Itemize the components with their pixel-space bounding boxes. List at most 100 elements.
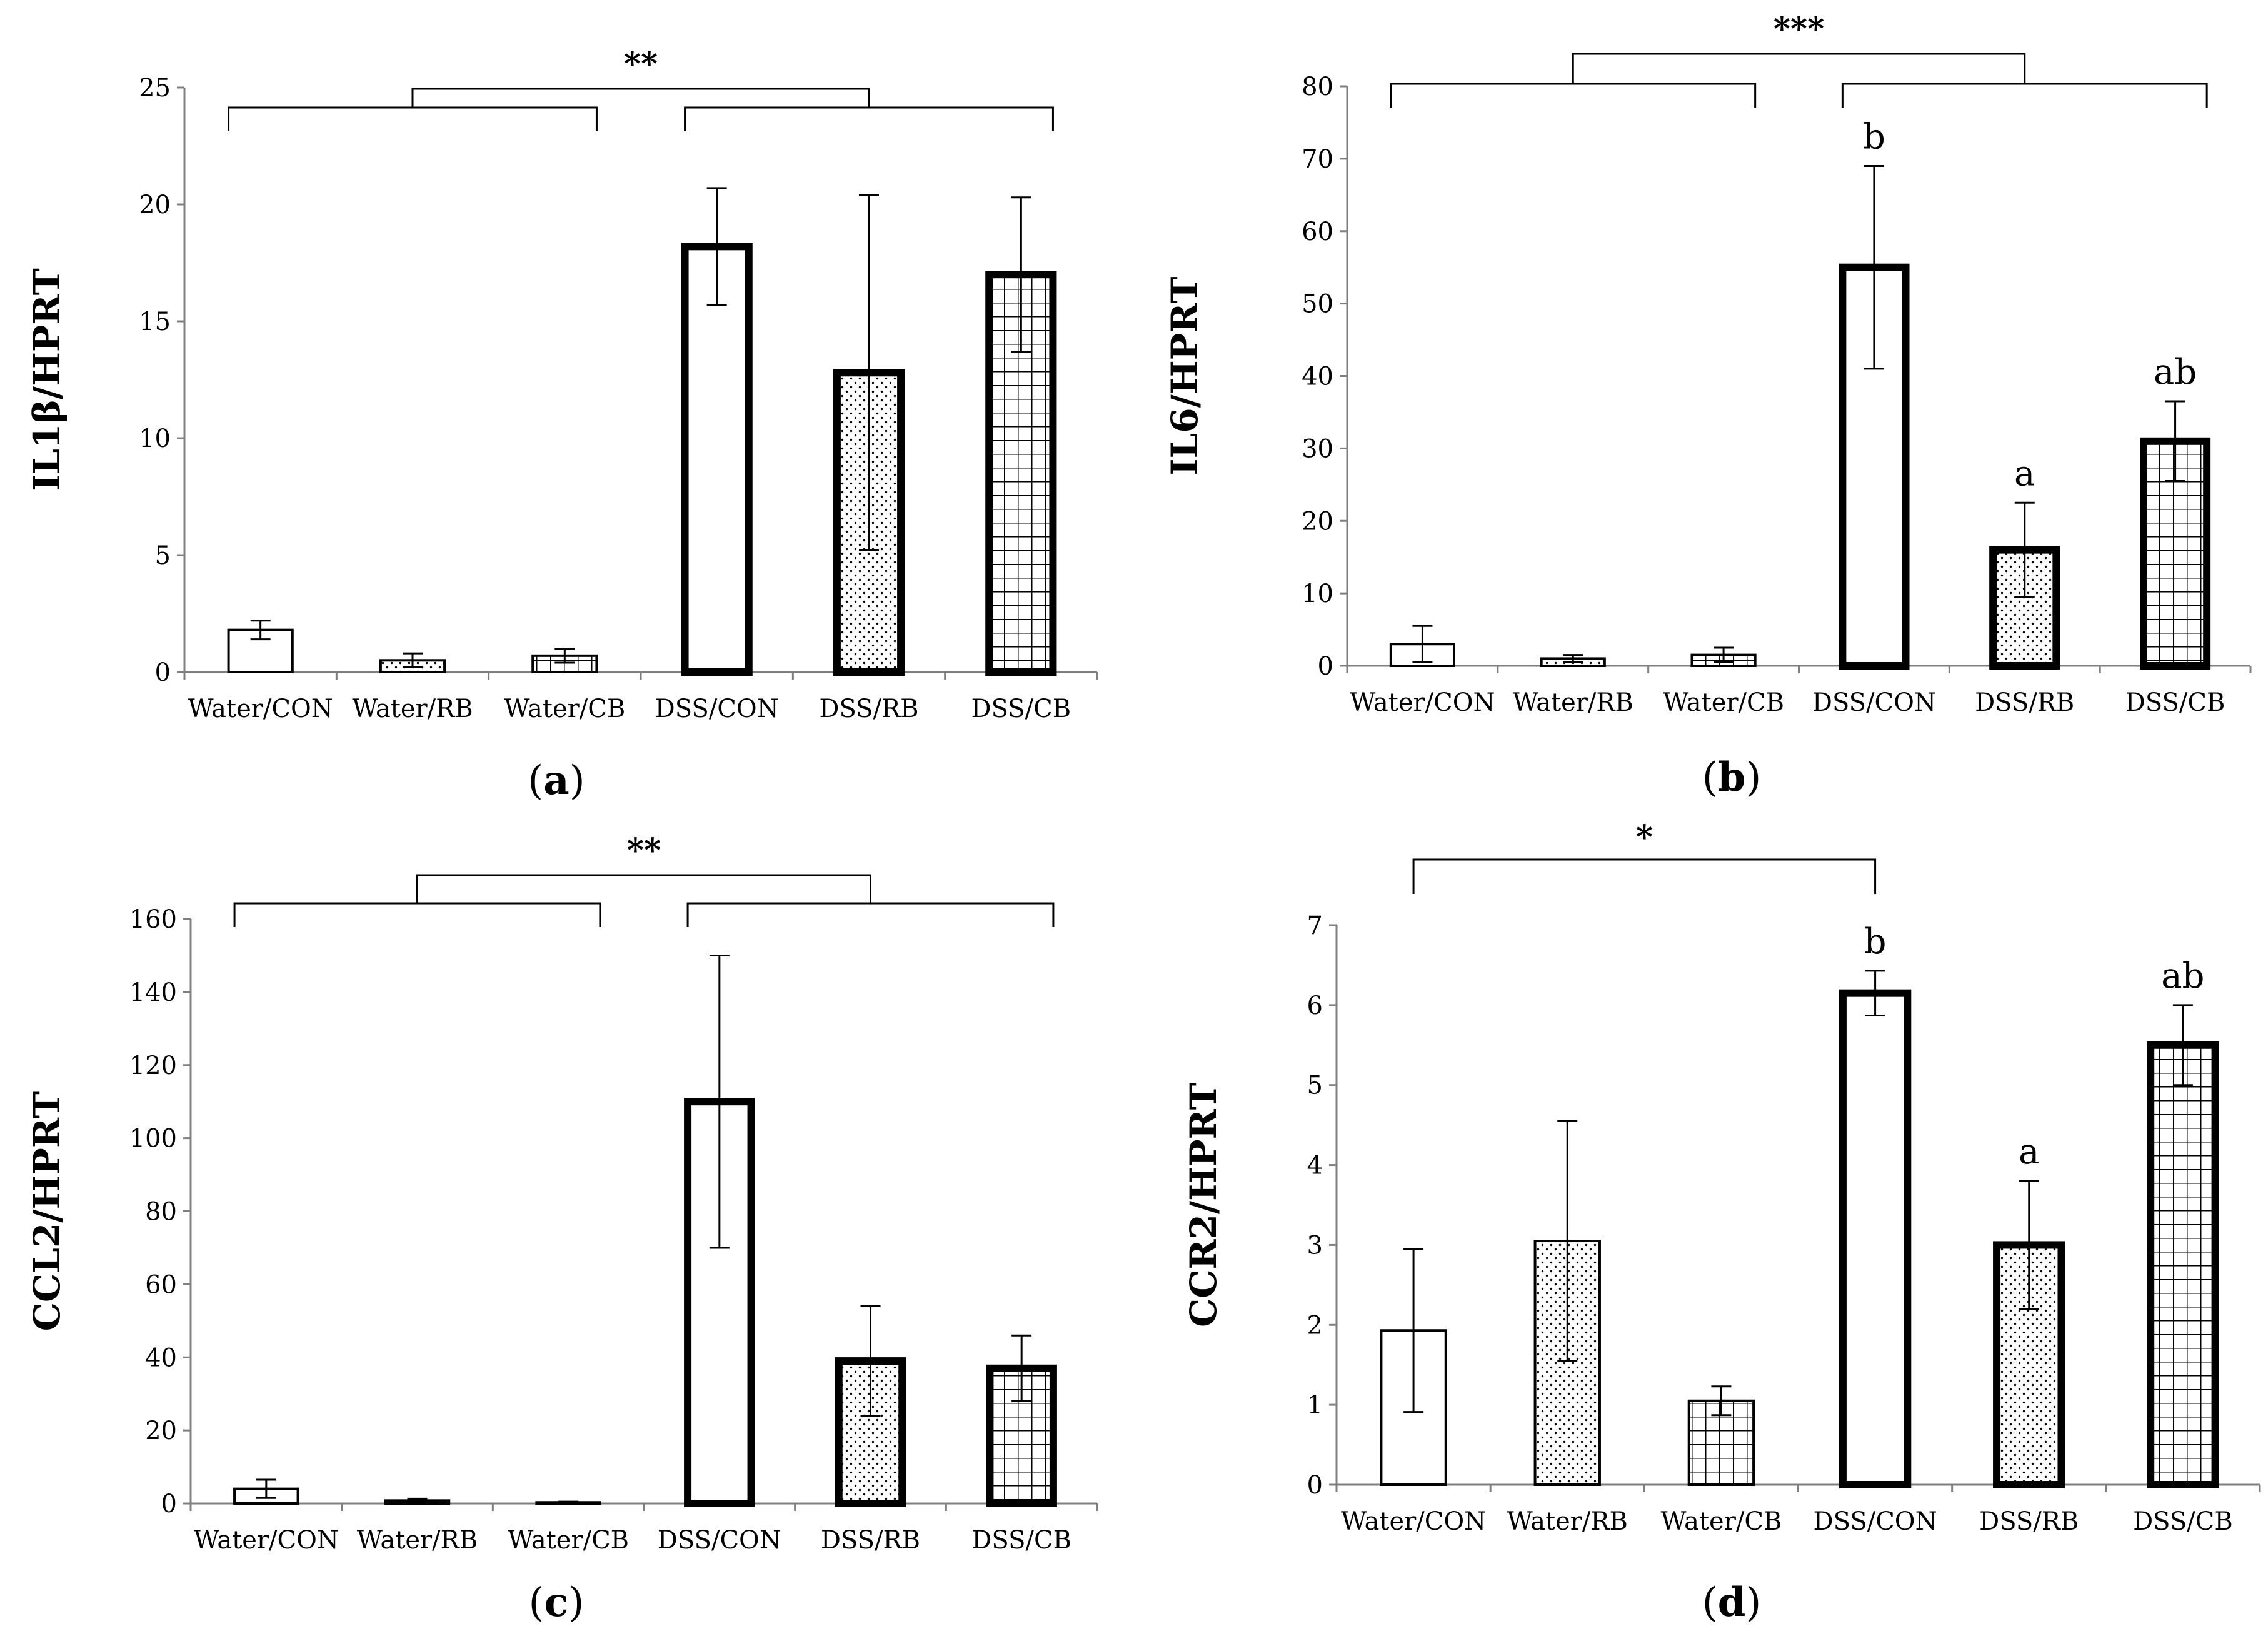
error-bar — [403, 652, 423, 669]
y-tick-label: 160 — [129, 905, 177, 934]
y-tick-label: 6 — [1307, 991, 1323, 1020]
x-tick-label: DSS/CB — [971, 1526, 1071, 1555]
y-tick-label: 4 — [1307, 1152, 1323, 1180]
y-tick-label: 40 — [145, 1343, 177, 1372]
panel-label-close-paren: ) — [1745, 1580, 1761, 1626]
y-tick-label: 3 — [1307, 1231, 1323, 1260]
panel-label: (d) — [1702, 1579, 1762, 1626]
error-bar — [558, 1500, 579, 1504]
panel-label-letter: b — [1718, 754, 1746, 801]
error-bar — [2165, 400, 2185, 483]
y-tick-label: 60 — [145, 1270, 177, 1299]
y-axis-title: IL1β/HPRT — [26, 268, 68, 491]
panel-label-letter: d — [1718, 1579, 1746, 1626]
y-tick-label: 2 — [1307, 1311, 1323, 1340]
y-tick-label: 0 — [1318, 652, 1333, 681]
panel-label-open-paren: ( — [1702, 755, 1718, 801]
bracket-line — [1412, 858, 1877, 894]
y-axis-title: CCL2/HPRT — [26, 1091, 68, 1331]
panel-label: (c) — [529, 1579, 585, 1626]
bracket-top — [411, 88, 870, 108]
panel-c: 0 20 40 60 80 100 120 140 160 Water/CON Water/RB Wa… — [26, 831, 1098, 1626]
significance-bracket — [233, 874, 1055, 927]
x-tick-label: Water/RB — [1507, 1507, 1628, 1536]
panel-label: (a) — [528, 757, 585, 804]
y-tick-label: 0 — [1307, 1471, 1323, 1500]
group-letter: b — [1863, 116, 1885, 157]
y-tick-label: 80 — [1302, 73, 1333, 101]
significance-bracket — [1390, 53, 2208, 108]
error-bar — [250, 620, 271, 641]
y-axis-title: IL6/HPRT — [1163, 276, 1206, 475]
x-tick-label: Water/CON — [1350, 688, 1495, 717]
x-tick-label: Water/CB — [508, 1526, 629, 1555]
error-bar — [860, 1305, 881, 1417]
bar-dss-cb — [2140, 437, 2211, 670]
y-tick-label: 50 — [1302, 290, 1333, 319]
error-bar — [2019, 1180, 2039, 1310]
bar-dss-cb — [2147, 1041, 2219, 1489]
y-tick-label: 25 — [139, 74, 171, 103]
bracket-right — [1841, 83, 2208, 108]
error-bar — [1011, 196, 1031, 353]
x-tick-label: DSS/CB — [971, 695, 1071, 723]
x-tick-label: Water/RB — [352, 695, 473, 723]
panel-label: (b) — [1702, 754, 1762, 801]
y-tick-label: 20 — [139, 191, 171, 219]
error-bar — [1563, 654, 1583, 663]
y-tick-label: 80 — [145, 1198, 177, 1227]
error-bar — [2014, 501, 2035, 598]
panel-label-close-paren: ) — [570, 758, 585, 804]
y-tick-label: 7 — [1307, 911, 1323, 940]
error-bar — [709, 954, 730, 1249]
x-tick-label: DSS/CB — [2125, 688, 2225, 717]
group-letter: a — [2014, 453, 2035, 494]
significance-label: * — [1636, 818, 1653, 856]
error-bar — [1864, 164, 1884, 370]
panel-label-letter: c — [544, 1579, 569, 1626]
error-bar — [2172, 1004, 2193, 1086]
significance-label: *** — [1774, 10, 1825, 48]
bracket-top — [1572, 53, 2026, 84]
x-tick-label: DSS/CON — [655, 695, 779, 723]
y-tick-label: 5 — [1307, 1071, 1323, 1100]
x-tick-label: Water/CON — [188, 695, 333, 723]
x-tick-label: DSS/RB — [821, 1526, 920, 1555]
x-tick-label: Water/CON — [194, 1526, 339, 1555]
error-bar — [407, 1497, 428, 1503]
bar-dss-con — [681, 243, 753, 676]
group-letter: a — [2019, 1132, 2039, 1172]
y-tick-label: 140 — [129, 978, 177, 1007]
x-tick-label: Water/CB — [504, 695, 625, 723]
error-bar — [554, 648, 575, 664]
panel-label-close-paren: ) — [1745, 755, 1761, 801]
error-bar — [256, 1478, 276, 1499]
panel-label-open-paren: ( — [1702, 1580, 1718, 1626]
x-tick-label: DSS/CON — [658, 1526, 781, 1555]
y-tick-label: 60 — [1302, 218, 1333, 246]
x-tick-label: Water/CB — [1663, 688, 1784, 717]
panel-label-open-paren: ( — [528, 758, 543, 804]
x-tick-label: Water/RB — [1513, 688, 1633, 717]
error-bar — [1714, 646, 1734, 663]
bracket-left — [228, 106, 598, 131]
panel-label-letter: a — [543, 757, 569, 804]
y-tick-label: 5 — [155, 541, 171, 570]
significance-label: ** — [624, 45, 658, 83]
y-tick-label: 40 — [1302, 363, 1333, 391]
y-axis-title: CCR2/HPRT — [1182, 1083, 1225, 1327]
bracket-right — [684, 106, 1054, 131]
x-tick-label: DSS/RB — [1975, 688, 2074, 717]
panel-label-close-paren: ) — [568, 1580, 584, 1626]
panel-a: 0 5 10 15 20 25 Water/CON Water/RB Water/CB DSS/C… — [26, 45, 1098, 804]
x-tick-label: DSS/CON — [1812, 688, 1936, 717]
panel-b: 0 10 20 30 40 50 60 70 80 Water/CON Water/RB Water/… — [1163, 10, 2252, 801]
error-bar — [1711, 1385, 1732, 1417]
y-tick-label: 15 — [139, 308, 171, 336]
y-tick-label: 0 — [155, 658, 171, 687]
x-tick-label: Water/CON — [1341, 1507, 1486, 1536]
bar-dss-con — [1839, 989, 1912, 1488]
group-letter: ab — [2161, 956, 2204, 996]
x-tick-label: DSS/CB — [2133, 1507, 2233, 1536]
